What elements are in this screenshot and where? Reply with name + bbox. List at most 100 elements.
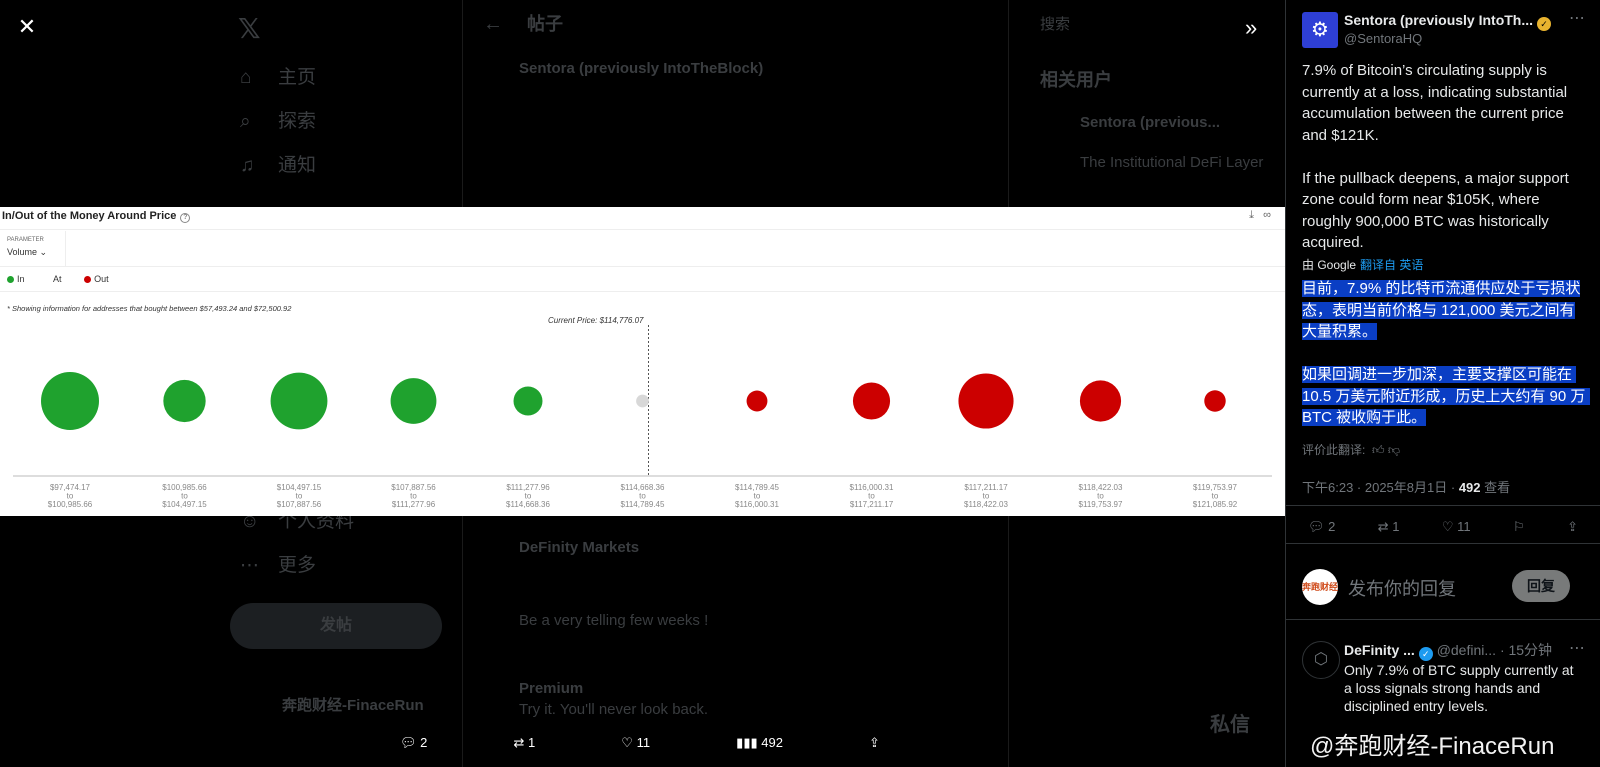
- chevron-down-icon: ⌄: [39, 247, 48, 257]
- avatar: 奔跑财经: [1302, 569, 1338, 605]
- author-name: Sentora (previously IntoTheBlock): [519, 60, 764, 77]
- divider: [1286, 505, 1600, 506]
- nav-more[interactable]: ⋯ 更多: [240, 555, 317, 576]
- reply-submit-button[interactable]: 回复: [1512, 570, 1570, 602]
- back-arrow-icon[interactable]: ←: [483, 13, 503, 35]
- parameter-select[interactable]: Volume ⌄: [7, 247, 48, 257]
- thumbs-down-icon[interactable]: 👎︎: [1387, 443, 1401, 457]
- watermark: @奔跑财经-FinaceRun: [1310, 733, 1555, 760]
- bookmark-icon[interactable]: ⚐: [1513, 519, 1525, 534]
- related-desc: The Institutional DeFi Layer: [1080, 154, 1264, 171]
- rate-translation: 评价此翻译: 👍︎ 👎︎: [1302, 443, 1401, 457]
- x-tick-label: $114,789.45: [621, 500, 665, 509]
- repost-icon: ⇄: [1377, 519, 1389, 534]
- bubble-in: [513, 386, 543, 416]
- account-name[interactable]: 奔跑财经-FinaceRun: [282, 697, 424, 714]
- views-button[interactable]: ▮▮▮ 492: [736, 735, 783, 750]
- chart-image: In/Out of the Money Around Price? ⤓ ∞ PA…: [0, 207, 1285, 516]
- legend-in[interactable]: In: [7, 274, 35, 284]
- x-tick-label: $116,000.31: [850, 483, 894, 492]
- search-box[interactable]: 搜索: [1040, 16, 1071, 33]
- x-tick-label: $118,422.03: [1079, 483, 1123, 492]
- bubble-out: [958, 373, 1014, 429]
- x-tick-label: to: [1212, 492, 1219, 501]
- nav-notifications[interactable]: ♫ 通知: [240, 155, 317, 176]
- x-tick-label: to: [525, 492, 532, 501]
- x-tick-label: to: [296, 492, 303, 501]
- tweet-actions: 💬︎ 2 ⇄ 1 ♡ 11 ⚐ ⇪: [1308, 519, 1578, 535]
- bubble-at: [636, 394, 649, 408]
- reply-button[interactable]: 💬︎ 2: [400, 735, 428, 750]
- x-tick-label: to: [1097, 492, 1104, 501]
- chart-title: In/Out of the Money Around Price?: [2, 210, 191, 223]
- like-button[interactable]: ♡ 11: [1441, 519, 1471, 534]
- tweet-body: 7.9% of Bitcoin’s circulating supply is …: [1302, 62, 1569, 251]
- bubble-out: [1079, 380, 1122, 422]
- repost-button[interactable]: ⇄ 1: [1377, 519, 1400, 534]
- more-icon[interactable]: ⋯: [1569, 640, 1585, 657]
- verified-badge-icon: ✓: [1418, 647, 1433, 661]
- x-tick-label: $111,277.96: [506, 483, 550, 492]
- nav-explore[interactable]: ⌕ 探索: [240, 111, 317, 132]
- legend-out[interactable]: Out: [84, 274, 119, 284]
- share-icon[interactable]: ⇪: [1567, 519, 1578, 534]
- x-tick-label: $119,753.97: [1079, 500, 1123, 509]
- x-tick-label: $117,211.17: [850, 500, 894, 509]
- x-tick-label: $104,497.15: [277, 483, 322, 492]
- chart-tools: ⤓ ∞: [1249, 209, 1271, 222]
- divider: [1286, 619, 1600, 620]
- nav-home[interactable]: ⌂ 主页: [240, 67, 317, 88]
- more-icon: ⋯: [240, 555, 259, 576]
- divider: [0, 229, 1285, 230]
- bubble-in: [41, 372, 99, 430]
- avatar[interactable]: ⬡: [1302, 641, 1340, 679]
- close-icon[interactable]: ✕: [17, 14, 37, 39]
- user-icon: ☺: [240, 511, 260, 532]
- x-tick-label: to: [639, 492, 646, 501]
- premium-name: Premium: [519, 680, 584, 697]
- share-icon[interactable]: ⇪: [869, 735, 880, 750]
- reply2-header[interactable]: DeFinity ... ✓ @defini... · 15分钟: [1344, 642, 1553, 661]
- x-tick-label: $114,668.36: [621, 483, 665, 492]
- bubble-in: [390, 378, 437, 424]
- legend-at[interactable]: At: [53, 274, 62, 284]
- download-icon[interactable]: ⤓: [1249, 209, 1254, 221]
- x-tick-label: to: [410, 492, 417, 501]
- reply-input[interactable]: 发布你的回复: [1348, 579, 1456, 599]
- author-handle[interactable]: @SentoraHQ: [1344, 31, 1423, 46]
- reply-author: DeFinity Markets: [519, 539, 640, 556]
- related-users-title: 相关用户: [1040, 70, 1112, 90]
- messages-label[interactable]: 私信: [1210, 714, 1250, 736]
- x-tick-label: to: [983, 492, 990, 501]
- link-icon[interactable]: ∞: [1263, 209, 1271, 221]
- author-name[interactable]: Sentora (previously IntoTh... ✓: [1344, 12, 1552, 31]
- thumbs-up-icon[interactable]: 👍︎: [1372, 443, 1385, 457]
- x-logo-icon: 𝕏: [238, 13, 261, 44]
- related-name: Sentora (previous...: [1080, 114, 1221, 131]
- x-tick-label: $114,668.36: [506, 500, 550, 509]
- collapse-panel-icon[interactable]: »: [1245, 15, 1258, 40]
- chart-note: * Showing information for addresses that…: [7, 304, 292, 313]
- bubble-out: [852, 382, 891, 420]
- bubble-out: [746, 390, 768, 412]
- bubble-out: [1204, 390, 1226, 412]
- premium-text: Try it. You'll never look back.: [519, 701, 709, 718]
- parameter-label: PARAMETER: [7, 237, 44, 243]
- x-tick-label: to: [181, 492, 188, 501]
- translation-source: 由 Google 翻译自 英语: [1302, 258, 1424, 272]
- repost-button[interactable]: ⇄ 1: [513, 735, 536, 750]
- x-tick-label: $111,277.96: [392, 500, 436, 509]
- reply-button[interactable]: 💬︎ 2: [1308, 519, 1336, 534]
- nav-profile[interactable]: ☺ 个人资料: [240, 511, 355, 532]
- x-tick-label: $118,422.03: [964, 500, 1008, 509]
- translated-from-link[interactable]: 翻译自 英语: [1360, 258, 1424, 272]
- x-tick-label: $100,985.66: [48, 500, 93, 509]
- heart-icon: ♡: [1441, 519, 1454, 534]
- avatar[interactable]: ⚙: [1302, 12, 1338, 48]
- post-button[interactable]: 发帖: [230, 603, 442, 649]
- help-icon: ?: [180, 213, 191, 223]
- bubble-in: [270, 372, 328, 430]
- more-icon[interactable]: ⋯: [1569, 10, 1585, 27]
- like-button[interactable]: ♡ 11: [621, 735, 651, 750]
- verified-badge-icon: ✓: [1537, 17, 1552, 31]
